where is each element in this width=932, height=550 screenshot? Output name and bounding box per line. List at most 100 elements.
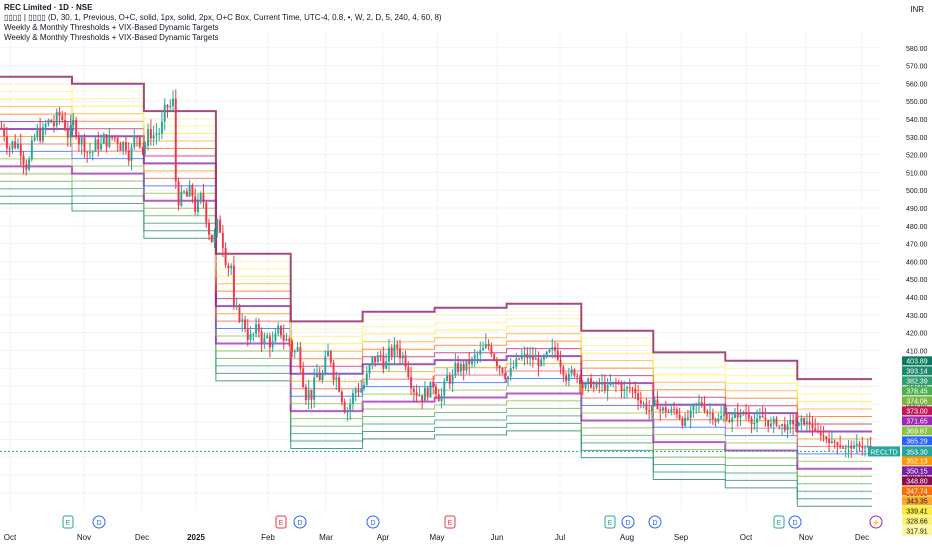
- study-label-2[interactable]: Weekly & Monthly Thresholds + VIX-Based …: [4, 33, 219, 42]
- candle-body: [794, 424, 797, 427]
- level-tag-bg: [902, 516, 932, 526]
- candle-body: [50, 119, 53, 123]
- candle-body: [440, 395, 443, 402]
- candle-body: [518, 358, 521, 360]
- candle-body: [772, 418, 775, 424]
- y-tick-label: 460.00: [906, 259, 928, 266]
- candle-body: [208, 222, 210, 235]
- level-price-tag: 374.06: [902, 396, 932, 406]
- candle-body: [656, 399, 659, 410]
- candle-body: [86, 151, 89, 153]
- candle-body: [83, 137, 86, 152]
- candle-body: [756, 418, 759, 423]
- candle-body: [180, 191, 183, 206]
- candle-body: [512, 367, 515, 369]
- candle-body: [374, 356, 377, 363]
- x-tick-label: Nov: [799, 533, 813, 542]
- candle-body: [407, 366, 410, 378]
- level-tag-label: 373.00: [906, 409, 928, 416]
- candle-body: [174, 98, 177, 182]
- candle-body: [188, 185, 191, 197]
- level-price-tag: 373.00: [902, 406, 932, 416]
- y-tick-label: 480.00: [906, 224, 928, 231]
- candle-body: [562, 366, 565, 376]
- level-price-tag: 365.29: [902, 436, 932, 446]
- candle-body: [540, 359, 543, 367]
- level-price-tag: 347.74: [902, 486, 932, 496]
- earnings-marker: [444, 515, 456, 529]
- candle-body: [72, 120, 75, 126]
- candle-body: [769, 423, 772, 427]
- dividend-marker: [788, 515, 802, 529]
- candle-body: [698, 402, 700, 404]
- candle-body: [423, 387, 426, 402]
- candle-body: [97, 139, 100, 150]
- candle-body: [833, 441, 836, 443]
- candle-body: [465, 360, 468, 371]
- candle-body: [473, 354, 476, 359]
- candle-body: [44, 124, 47, 128]
- candle-body: [841, 447, 844, 449]
- candle-body: [861, 446, 864, 449]
- candle-body: [421, 395, 424, 402]
- candle-body: [573, 369, 576, 376]
- candle-body: [479, 350, 482, 355]
- candle-body: [650, 405, 653, 412]
- candle-body: [504, 373, 507, 380]
- candle-body: [678, 414, 681, 419]
- level-price-tag: 328.66: [902, 516, 932, 526]
- candle-body: [354, 389, 357, 394]
- candle-body: [703, 405, 706, 412]
- candle-body: [501, 368, 504, 374]
- level-tag-bg: [902, 526, 932, 536]
- symbol-tag-label: RECLTD: [870, 449, 897, 456]
- study-label-1[interactable]: Weekly & Monthly Thresholds + VIX-Based …: [4, 23, 219, 32]
- candle-body: [620, 383, 623, 392]
- candle-body: [318, 373, 321, 381]
- currency-label[interactable]: INR: [910, 5, 924, 14]
- candle-body: [598, 382, 601, 385]
- event-marker-label: D: [370, 520, 375, 527]
- symbol-tag: [868, 446, 900, 457]
- candle-body: [534, 358, 537, 360]
- candle-body: [753, 422, 756, 424]
- candle-body: [368, 364, 371, 374]
- candle-body: [94, 139, 97, 152]
- candle-body: [235, 305, 238, 307]
- candle-body: [19, 143, 22, 156]
- candle-body: [839, 445, 842, 448]
- candle-body: [382, 355, 385, 369]
- candle-body: [91, 151, 94, 153]
- candle-body: [194, 196, 197, 212]
- candle-body: [495, 359, 498, 367]
- level-tag-bg: [902, 386, 932, 396]
- candle-body: [387, 347, 390, 362]
- level-tag-label: 343.35: [906, 499, 928, 506]
- event-marker-label: D: [652, 520, 657, 527]
- candle-body: [855, 443, 858, 446]
- candle-body: [291, 341, 294, 352]
- candle-body: [695, 403, 698, 405]
- candle-body: [53, 122, 55, 126]
- candle-body: [66, 129, 69, 138]
- candle-body: [216, 219, 219, 234]
- candle-body: [667, 411, 670, 413]
- candle-body: [778, 425, 781, 427]
- candle-body: [725, 414, 728, 420]
- candle-body: [551, 347, 554, 350]
- candle-body: [210, 234, 213, 243]
- candle-body: [662, 407, 664, 411]
- candle-body: [614, 381, 617, 383]
- candle-body: [108, 136, 111, 147]
- candle-body: [783, 423, 786, 431]
- symbol-title[interactable]: REC Limited · 1D · NSE: [4, 3, 93, 12]
- candle-body: [255, 324, 258, 334]
- indicator-params[interactable]: ▯▯▯▯ | ▯▯▯▯ (D, 30, 1, Previous, O+C, so…: [4, 13, 442, 22]
- candle-body: [853, 445, 855, 449]
- threshold-line: [0, 75, 872, 381]
- candle-body: [681, 418, 684, 426]
- x-tick-label: Oct: [740, 533, 753, 542]
- candle-body: [476, 354, 479, 356]
- candle-body: [396, 344, 399, 349]
